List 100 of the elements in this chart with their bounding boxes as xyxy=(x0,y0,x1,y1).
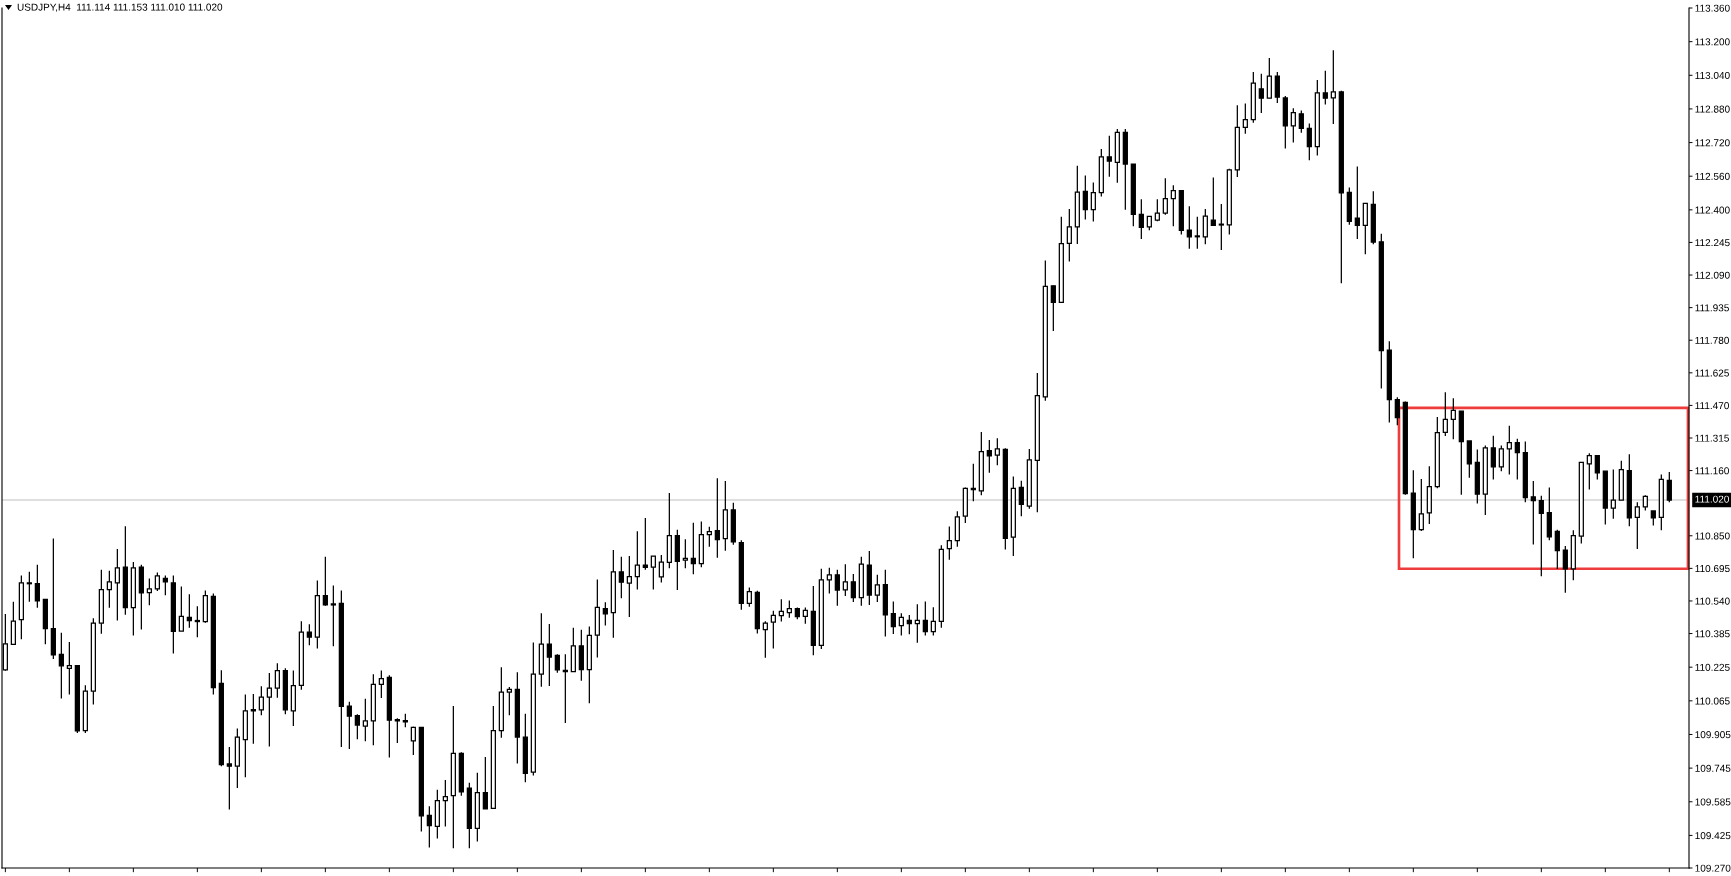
candlestick xyxy=(1162,177,1168,216)
candlestick xyxy=(1194,216,1200,250)
candlestick xyxy=(306,623,312,646)
candlestick xyxy=(250,693,256,745)
candlestick xyxy=(1538,495,1544,577)
y-tick-label: 112.560 xyxy=(1695,172,1730,180)
candlestick xyxy=(1050,285,1056,332)
ref-line-label: 111.020 xyxy=(1695,495,1729,503)
candlestick xyxy=(1106,135,1112,178)
candlestick xyxy=(410,726,416,756)
y-tick-label: 109.905 xyxy=(1695,731,1731,739)
candlestick xyxy=(194,605,200,638)
candlestick xyxy=(1442,391,1448,437)
candlestick xyxy=(546,623,552,687)
y-tick-label: 112.880 xyxy=(1695,105,1730,113)
candlestick xyxy=(378,669,384,699)
candlestick xyxy=(1586,452,1592,491)
chart-title: USDJPY,H4 111.114 111.153 111.010 111.020 xyxy=(17,3,223,12)
y-tick-label: 111.160 xyxy=(1695,467,1729,475)
y-tick-label: 110.065 xyxy=(1695,697,1730,705)
candlestick xyxy=(602,601,608,627)
candlestick xyxy=(66,641,72,696)
candlestick xyxy=(642,517,648,571)
candlestick xyxy=(1634,501,1640,550)
candlestick xyxy=(922,600,928,637)
candlestick xyxy=(1210,176,1216,227)
candlestick xyxy=(714,477,720,559)
candlestick xyxy=(1290,107,1296,144)
candlestick xyxy=(650,555,656,591)
candlestick xyxy=(1514,438,1520,481)
candlestick xyxy=(682,538,688,569)
candlestick xyxy=(1202,208,1208,245)
candlestick xyxy=(1490,435,1496,481)
candlestick xyxy=(1418,478,1424,532)
candlestick xyxy=(1082,174,1088,221)
y-tick-label: 110.850 xyxy=(1695,532,1730,540)
y-tick-label: 112.400 xyxy=(1695,206,1730,214)
candlestick xyxy=(1466,440,1472,479)
candlestick xyxy=(154,571,160,592)
y-tick-label: 109.425 xyxy=(1695,832,1731,840)
y-tick-label: 112.720 xyxy=(1695,139,1730,147)
candlestick xyxy=(634,530,640,591)
candlestick xyxy=(330,584,336,647)
y-tick-label: 111.935 xyxy=(1695,304,1729,312)
candlestick xyxy=(946,525,952,561)
y-tick-label: 111.780 xyxy=(1695,336,1729,344)
candlestick xyxy=(826,567,832,595)
candlestick xyxy=(1394,396,1400,426)
candlestick xyxy=(890,600,896,635)
y-tick-label: 109.585 xyxy=(1695,798,1731,806)
candlestick xyxy=(1266,57,1272,99)
candlestick xyxy=(1274,71,1280,104)
candlestick xyxy=(1354,165,1360,240)
candlestick xyxy=(322,556,328,607)
candlestick xyxy=(146,577,152,606)
y-tick-label: 112.090 xyxy=(1695,271,1730,279)
candlestick xyxy=(442,779,448,828)
candlestick xyxy=(482,756,488,810)
candlestick xyxy=(58,632,64,700)
candlestick xyxy=(986,439,992,474)
candlestick xyxy=(1218,203,1224,251)
y-tick-label: 111.315 xyxy=(1695,434,1729,442)
candlestick xyxy=(1186,205,1192,250)
candlestick xyxy=(1298,109,1304,134)
candlestick xyxy=(618,556,624,599)
candlestick xyxy=(1018,480,1024,517)
candlestick xyxy=(578,629,584,682)
candlestick xyxy=(994,437,1000,466)
y-tick-label: 109.745 xyxy=(1695,764,1731,772)
y-tick-label: 110.540 xyxy=(1695,597,1730,605)
candlestick xyxy=(26,571,32,603)
candlestick xyxy=(34,564,40,609)
candlestick xyxy=(1322,70,1328,106)
candlestick xyxy=(690,522,696,575)
candlestick xyxy=(762,620,768,659)
candlestick xyxy=(1258,73,1264,114)
candlestick xyxy=(1554,529,1560,570)
candlestick xyxy=(1242,102,1248,135)
candlestick xyxy=(706,526,712,548)
candlestick xyxy=(1666,471,1672,503)
candlestick xyxy=(626,555,632,618)
y-tick-label: 111.625 xyxy=(1695,369,1729,377)
candlestick xyxy=(930,606,936,637)
candlestick xyxy=(1066,208,1072,263)
candlestick xyxy=(834,569,840,607)
y-tick-label: 113.040 xyxy=(1695,71,1730,80)
candlestick xyxy=(770,610,776,650)
candlestick xyxy=(554,653,560,674)
candlestick xyxy=(1610,468,1616,520)
candlestick xyxy=(346,701,352,750)
y-tick-label: 110.695 xyxy=(1695,565,1730,573)
candlestick xyxy=(362,698,368,742)
candlestick xyxy=(1506,425,1512,476)
candlestick xyxy=(1170,184,1176,227)
candlestick xyxy=(274,662,280,699)
candlestick xyxy=(954,510,960,548)
y-tick-label: 112.245 xyxy=(1695,239,1730,247)
candlestick xyxy=(898,612,904,637)
candlestick xyxy=(1306,122,1312,161)
candlestick xyxy=(266,672,272,748)
